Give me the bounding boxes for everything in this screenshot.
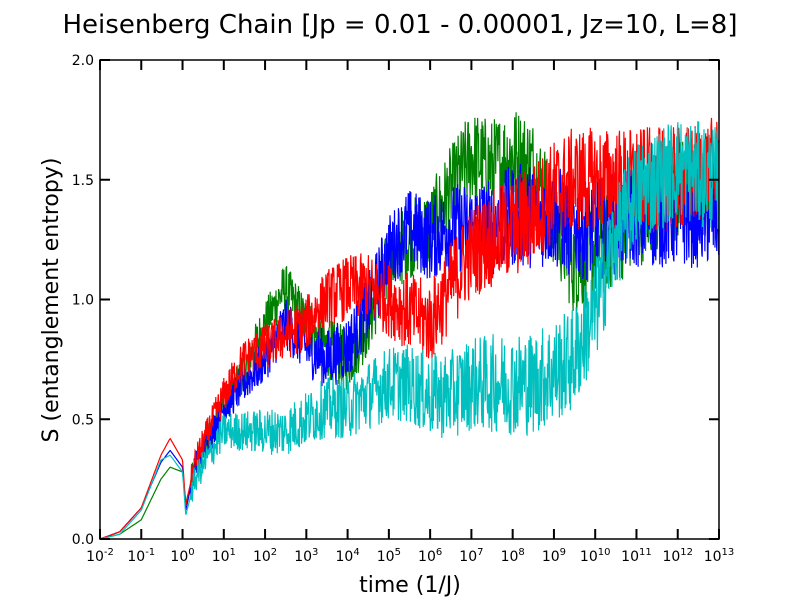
x-tick-label: 1012 bbox=[662, 547, 693, 565]
x-tick-label: 106 bbox=[418, 547, 442, 565]
x-tick-label: 108 bbox=[501, 547, 525, 565]
y-axis-label: S (entanglement entropy) bbox=[39, 158, 64, 443]
y-axis: 0.0 0.5 1.0 1.5 2.0 bbox=[72, 53, 719, 548]
x-tick-label: 101 bbox=[212, 547, 236, 565]
y-tick-label: 1.0 bbox=[72, 293, 94, 309]
x-tick-label: 104 bbox=[335, 547, 359, 565]
x-tick-label: 103 bbox=[294, 547, 318, 565]
x-axis: 10-2 10-1 100 101 102 103 104 105 106 107 108 109 10… bbox=[86, 60, 734, 565]
x-tick-label: 100 bbox=[170, 547, 194, 565]
plot-area bbox=[99, 112, 720, 540]
x-tick-label: 10-2 bbox=[86, 547, 114, 565]
chart-title: Heisenberg Chain [Jp = 0.01 - 0.00001, J… bbox=[63, 10, 738, 40]
x-tick-label: 109 bbox=[542, 547, 566, 565]
series-line-3 bbox=[99, 121, 720, 540]
y-tick-label: 0.0 bbox=[72, 532, 94, 548]
y-tick-label: 1.5 bbox=[72, 173, 94, 189]
x-tick-label: 102 bbox=[253, 547, 277, 565]
x-axis-label: time (1/J) bbox=[359, 573, 461, 598]
x-tick-label: 1010 bbox=[580, 547, 611, 565]
y-tick-label: 0.5 bbox=[72, 412, 94, 428]
x-tick-label: 10-1 bbox=[127, 547, 155, 565]
x-tick-label: 1011 bbox=[621, 547, 652, 565]
series-line-2 bbox=[99, 117, 720, 540]
x-tick-label: 1013 bbox=[704, 547, 735, 565]
x-tick-label: 107 bbox=[459, 547, 483, 565]
x-tick-label: 105 bbox=[377, 547, 401, 565]
y-tick-label: 2.0 bbox=[72, 53, 94, 69]
